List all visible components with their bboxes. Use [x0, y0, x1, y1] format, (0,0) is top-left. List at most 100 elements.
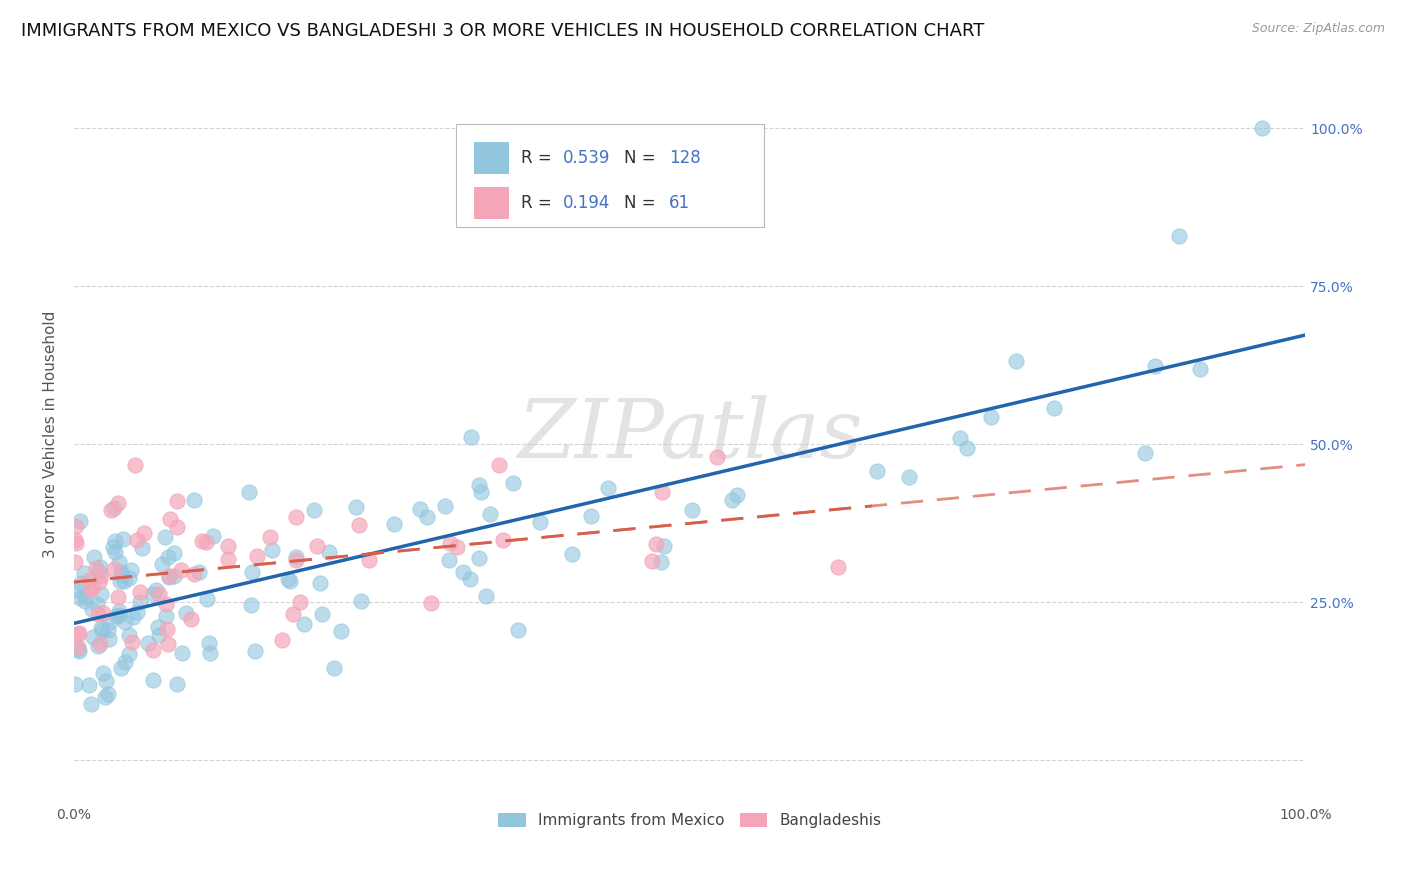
Point [197, 635, 219, 649]
Point [77, 573, 100, 587]
Point [198, 646, 221, 660]
Point [142, 643, 165, 657]
Point [108, 574, 131, 589]
Point [114, 655, 136, 669]
Point [134, 526, 156, 541]
Point [190, 533, 212, 548]
Point [415, 509, 437, 524]
Point [163, 546, 186, 560]
Point [107, 608, 129, 623]
Point [446, 540, 468, 554]
Point [278, 574, 301, 588]
Point [725, 488, 748, 502]
Text: N =: N = [624, 194, 661, 211]
Point [1167, 228, 1189, 243]
Point [270, 632, 292, 647]
Point [120, 563, 142, 577]
Point [127, 533, 149, 548]
Point [163, 569, 186, 583]
Point [112, 574, 135, 589]
Point [195, 535, 218, 549]
Text: IMMIGRANTS FROM MEXICO VS BANGLADESHI 3 OR MORE VEHICLES IN HOUSEHOLD CORRELATIO: IMMIGRANTS FROM MEXICO VS BANGLADESHI 3 … [21, 22, 984, 40]
Point [1251, 121, 1274, 136]
Point [183, 492, 205, 507]
Point [121, 610, 143, 624]
Point [309, 576, 332, 591]
Text: 0.539: 0.539 [562, 149, 610, 168]
Point [83, 549, 105, 564]
Point [94, 690, 117, 704]
Point [284, 510, 307, 524]
Point [118, 627, 141, 641]
Point [148, 587, 170, 601]
Point [125, 605, 148, 619]
Point [150, 557, 173, 571]
Point [284, 553, 307, 567]
Point [382, 517, 405, 532]
Point [96, 673, 118, 688]
Legend: Immigrants from Mexico, Bangladeshis: Immigrants from Mexico, Bangladeshis [492, 807, 887, 834]
Text: 0.194: 0.194 [562, 194, 610, 211]
Point [89, 565, 111, 579]
Point [65, 535, 87, 549]
Point [67, 643, 90, 657]
Text: 61: 61 [669, 194, 690, 211]
Point [240, 565, 263, 579]
Point [156, 637, 179, 651]
Point [170, 563, 193, 577]
Point [166, 519, 188, 533]
Point [243, 644, 266, 658]
Point [955, 442, 977, 456]
Point [506, 623, 529, 637]
Point [69, 591, 91, 606]
Point [155, 597, 177, 611]
Point [350, 594, 373, 608]
Point [458, 573, 481, 587]
Point [100, 503, 122, 517]
Point [112, 532, 135, 546]
Point [866, 463, 889, 477]
Point [492, 533, 515, 547]
Point [439, 553, 461, 567]
Point [108, 604, 131, 618]
Point [107, 555, 129, 569]
Point [344, 500, 367, 515]
Point [131, 541, 153, 556]
Point [90, 587, 112, 601]
Point [174, 606, 197, 620]
Point [90, 623, 112, 637]
Point [98, 615, 121, 630]
Point [121, 635, 143, 649]
Text: 128: 128 [669, 149, 700, 168]
Text: 100.0%: 100.0% [1279, 808, 1331, 822]
Point [66, 627, 89, 641]
Point [1004, 354, 1026, 368]
Point [277, 572, 299, 586]
Point [110, 661, 132, 675]
Point [596, 481, 619, 495]
Point [70, 576, 93, 591]
Point [284, 549, 307, 564]
Point [453, 565, 475, 579]
Text: Source: ZipAtlas.com: Source: ZipAtlas.com [1251, 22, 1385, 36]
Point [157, 570, 180, 584]
Point [408, 502, 430, 516]
Point [82, 630, 104, 644]
Point [650, 555, 672, 569]
Point [65, 555, 87, 569]
Point [304, 503, 326, 517]
Point [69, 514, 91, 528]
Point [103, 500, 125, 515]
Point [645, 537, 668, 551]
Point [156, 550, 179, 565]
Point [67, 626, 90, 640]
Point [145, 583, 167, 598]
Point [104, 533, 127, 548]
Point [118, 647, 141, 661]
Text: R =: R = [522, 149, 557, 168]
Point [67, 640, 90, 655]
FancyBboxPatch shape [456, 124, 763, 227]
Point [470, 485, 492, 500]
Point [259, 530, 281, 544]
Point [654, 539, 676, 553]
